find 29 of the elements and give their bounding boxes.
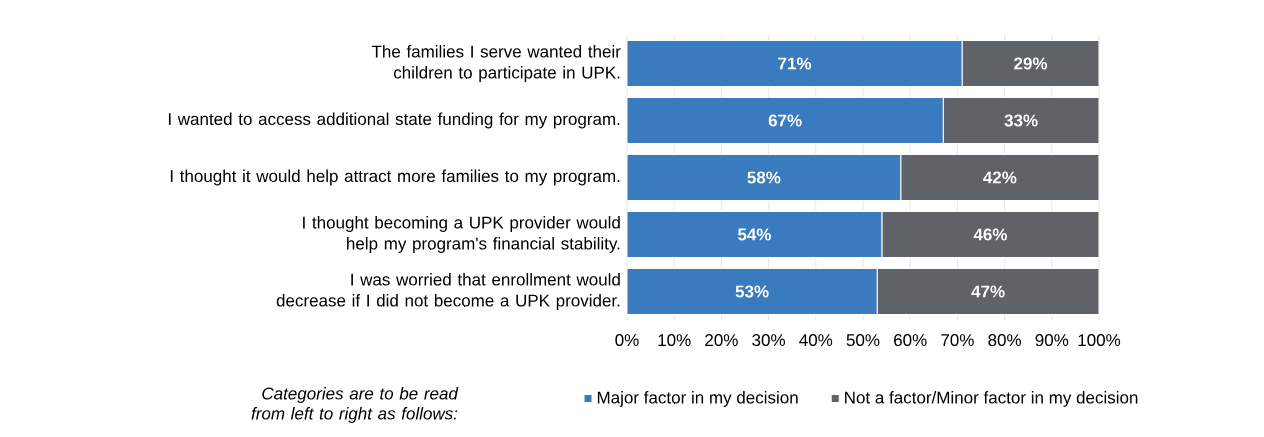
x-tick-label: 70% <box>941 334 974 347</box>
data-label: 33% <box>1004 114 1038 127</box>
y-tick-label: The families I serve wanted their children to participate in UPK. <box>371 45 621 82</box>
text: Categories are to be read from left to right as follows: <box>251 387 459 423</box>
data-label: 53% <box>735 285 769 298</box>
y-tick-label: I thought it would help attract more families to my program. <box>170 169 620 186</box>
data-label: 58% <box>747 171 781 184</box>
x-tick-label: 80% <box>988 334 1022 347</box>
x-tick-label: 0% <box>615 334 639 347</box>
x-tick-label: 10% <box>658 334 691 347</box>
x-tick-label: 30% <box>752 334 786 347</box>
x-tick-label: 40% <box>799 334 833 347</box>
legend-label: Major factor in my decision <box>597 391 798 407</box>
x-tick-label: 100% <box>1078 334 1121 347</box>
x-tick-label: 60% <box>894 334 927 347</box>
y-tick-label: I thought becoming a UPK provider would help my program's financial stability. <box>303 216 620 253</box>
data-label: 67% <box>768 114 802 127</box>
y-tick-label: I wanted to access additional state funding for my program. <box>168 112 620 129</box>
y-tick-label: I was worried that enrollment would decrease if I did not become a UPK provider. <box>276 273 620 310</box>
data-label: 42% <box>983 171 1017 184</box>
data-label: 71% <box>778 57 812 70</box>
data-label: 29% <box>1014 57 1048 70</box>
x-tick-label: 50% <box>846 334 880 347</box>
legend-label: Not a factor/Minor factor in my decision <box>845 391 1138 407</box>
data-label: 54% <box>737 228 772 241</box>
x-tick-label: 90% <box>1035 334 1069 347</box>
data-label: 46% <box>973 228 1008 241</box>
x-tick-label: 20% <box>705 334 738 347</box>
data-label: 47% <box>971 285 1005 298</box>
